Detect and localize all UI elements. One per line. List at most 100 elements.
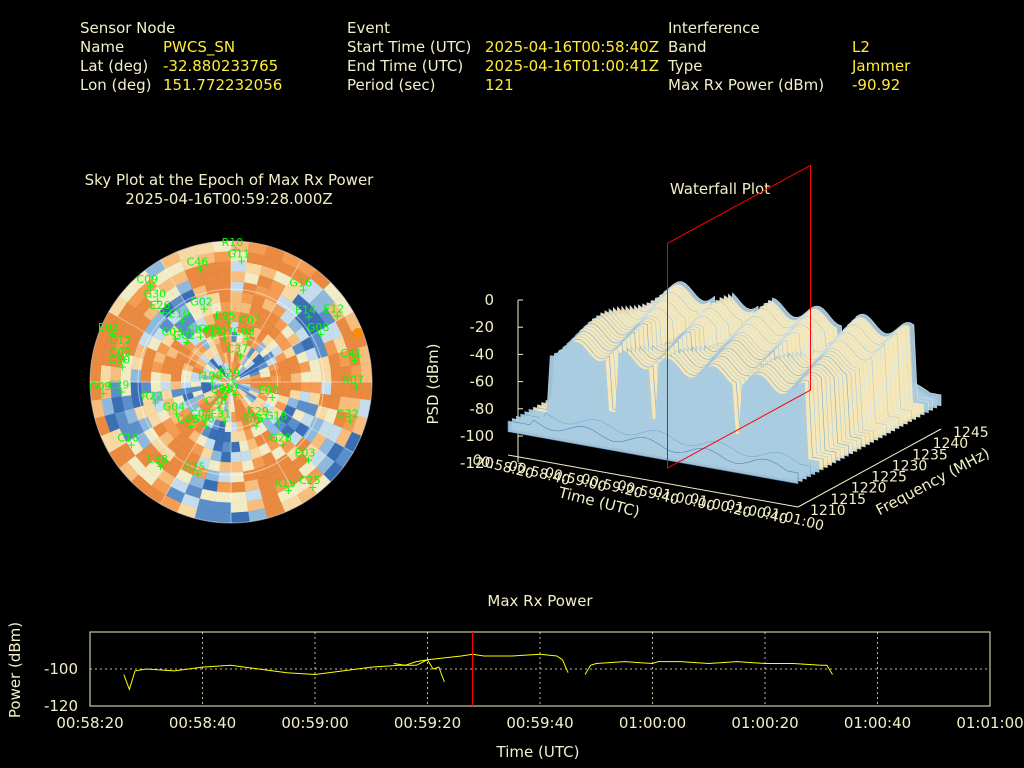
satellite-label: G08 xyxy=(307,321,330,334)
satellite-marker: + xyxy=(224,317,233,330)
maxrx-x-tick-label: 00:59:40 xyxy=(506,714,573,732)
satellite-marker: + xyxy=(171,333,180,346)
satellite-marker: + xyxy=(228,374,237,387)
freq-tick-label: 1220 xyxy=(851,481,887,497)
sensor-title: Sensor Node xyxy=(80,19,176,37)
freq-tick-label: 1230 xyxy=(892,458,928,474)
satellite-marker: + xyxy=(214,402,223,415)
time-axis xyxy=(507,454,799,508)
freq-axis xyxy=(797,428,942,508)
skyplot-subtitle: 2025-04-16T00:59:28.000Z xyxy=(125,190,333,208)
sky-grid-ring xyxy=(89,240,373,524)
satellite-marker: + xyxy=(199,415,208,428)
satellite-marker: + xyxy=(237,254,246,267)
satellite-label: G99 xyxy=(198,323,221,336)
satellite-marker: + xyxy=(236,350,245,363)
satellite-label: C12 xyxy=(110,334,132,347)
satellite-marker: + xyxy=(268,391,277,404)
satellite-label: E12 xyxy=(323,303,344,316)
satellite-label: G09 xyxy=(89,380,112,393)
end-label: End Time (UTC) xyxy=(347,57,464,75)
maxrx-x-tick-label: 01:01:00 xyxy=(956,714,1023,732)
satellite-marker: + xyxy=(119,353,128,366)
satellite-marker: + xyxy=(182,336,191,349)
maxrx-y-tick-label: -100 xyxy=(44,660,78,678)
satellite-marker: + xyxy=(156,460,165,473)
satellite-marker: + xyxy=(251,419,260,432)
satellite-label: E95 xyxy=(215,310,236,323)
type-label: Type xyxy=(668,57,703,75)
satellite-marker: + xyxy=(249,321,258,334)
satellite-marker: + xyxy=(308,481,317,494)
psd-tick-label: -40 xyxy=(470,345,495,363)
satellite-label: C38 xyxy=(205,395,227,408)
satellite-label: C29 xyxy=(108,379,130,392)
satellite-marker: + xyxy=(352,380,361,393)
lon-label: Lon (deg) xyxy=(80,76,152,94)
maxrx-x-tick-label: 00:58:40 xyxy=(169,714,236,732)
satellite-marker: + xyxy=(350,354,359,367)
skyplot-satellites: +R10+G11+C46+C09+G30+E26+E10 +G02+E95+G16… xyxy=(89,236,364,497)
satellite-label: R25 xyxy=(184,460,206,473)
satellite-label: C09 xyxy=(136,273,158,286)
satellite-label: G18 xyxy=(265,409,288,422)
maxrx-value: -90.92 xyxy=(852,76,901,94)
satellite-label: E03 xyxy=(295,447,316,460)
maxrx-trace xyxy=(123,632,833,706)
waterfall-marker-plane xyxy=(667,164,811,469)
sky-grid-spoke xyxy=(160,381,232,505)
satellite-marker: + xyxy=(187,420,196,433)
satellite-label: C38 xyxy=(147,453,169,466)
satellite-marker: + xyxy=(200,302,209,315)
satellite-marker: + xyxy=(257,412,266,425)
name-value: PWCS_SN xyxy=(163,38,236,56)
type-value: Jammer xyxy=(852,57,911,75)
maxrx-x-tick-label: 01:00:40 xyxy=(844,714,911,732)
satellite-label: G03 xyxy=(210,383,233,396)
satellite-marker: + xyxy=(201,419,210,432)
satellite-marker: + xyxy=(208,330,217,343)
satellite-marker: + xyxy=(208,377,217,390)
satellite-marker: + xyxy=(146,280,155,293)
band-label: Band xyxy=(668,38,707,56)
waterfall-slice xyxy=(507,419,799,485)
sky-cell xyxy=(90,381,102,401)
satellite-label: E02 xyxy=(98,321,119,334)
maxrx-x-axis-label: Time (UTC) xyxy=(496,743,580,761)
satellite-label: I198 xyxy=(198,370,222,383)
satellite-label: C46 xyxy=(187,256,209,269)
satellite-marker: + xyxy=(118,361,127,374)
sky-grid-spoke xyxy=(230,381,354,453)
satellite-label: G04 xyxy=(163,400,186,413)
start-label: Start Time (UTC) xyxy=(347,38,472,56)
sky-grid-spoke xyxy=(230,311,354,383)
satellite-label: C02 xyxy=(110,346,132,359)
maxrx-x-tick-label: 01:00:00 xyxy=(619,714,686,732)
maxrx-y-tick-label: -120 xyxy=(44,697,78,715)
satellite-label: R22 xyxy=(141,389,163,402)
maxrx-label: Max Rx Power (dBm) xyxy=(668,76,825,94)
satellite-marker: + xyxy=(196,263,205,276)
waterfall-axes xyxy=(507,299,942,508)
freq-tick-label: 1225 xyxy=(871,470,907,486)
psd-tick-label: -60 xyxy=(470,373,495,391)
satellite-label: C04 xyxy=(190,408,212,421)
satellite-marker: + xyxy=(107,328,116,341)
maxrx-title: Max Rx Power xyxy=(487,592,593,610)
waterfall-title: Waterfall Plot xyxy=(669,180,771,198)
satellite-label: R07 xyxy=(342,373,364,386)
sky-grid-spoke xyxy=(108,311,232,383)
skyplot-heatmap xyxy=(90,241,372,523)
satellite-marker: + xyxy=(159,306,168,319)
satellite-label: G16 xyxy=(289,276,312,289)
satellite-marker: + xyxy=(119,341,128,354)
satellite-label: E31 xyxy=(210,408,231,421)
satellite-marker: + xyxy=(98,387,107,400)
satellite-label: C45 xyxy=(177,413,199,426)
sky-grid-ring xyxy=(183,334,279,430)
satellite-marker: + xyxy=(279,438,288,451)
satellite-marker: + xyxy=(346,415,355,428)
satellite-marker: + xyxy=(284,484,293,497)
satellite-label: G04 xyxy=(186,324,209,337)
